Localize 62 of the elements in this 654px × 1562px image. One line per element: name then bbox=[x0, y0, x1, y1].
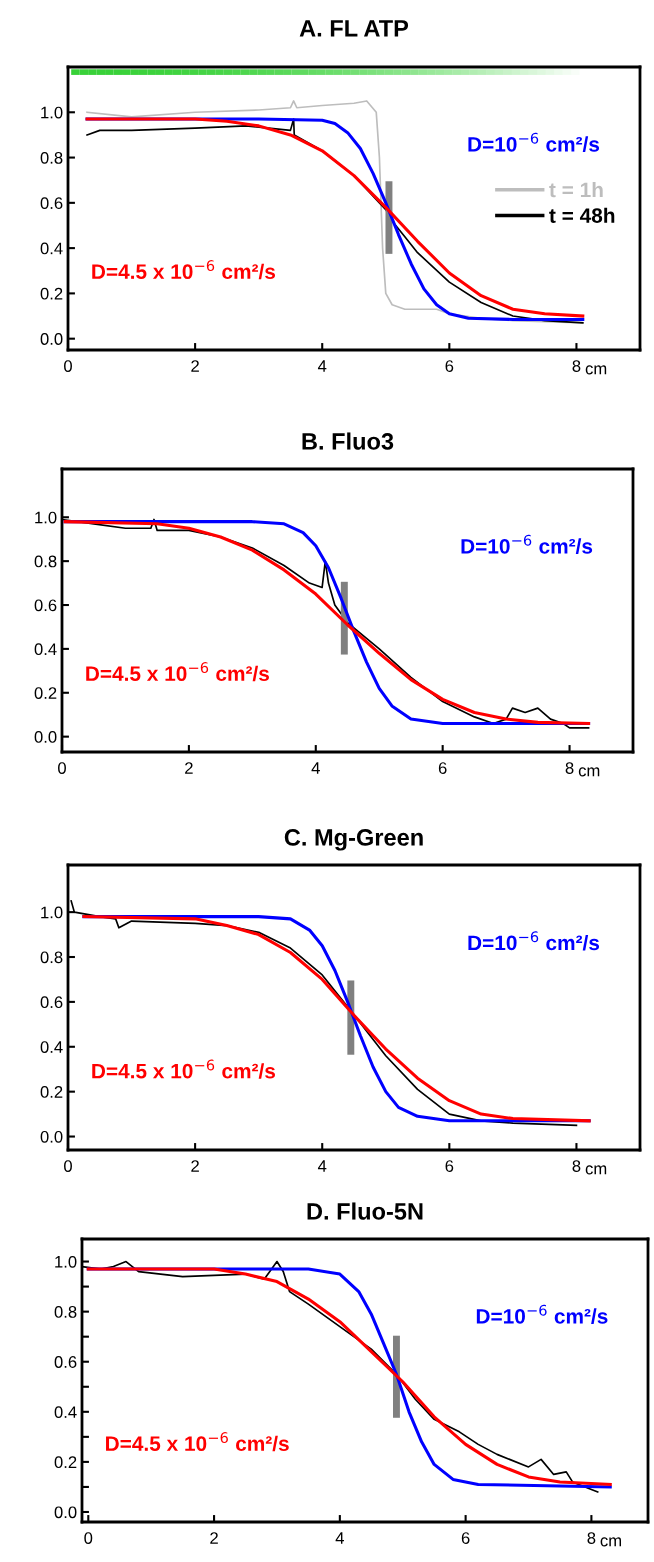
x-tick-label: 4 bbox=[335, 1532, 344, 1544]
chart-title: A. FL ATP bbox=[299, 20, 409, 37]
x-tick-label: 8 bbox=[587, 1532, 596, 1544]
x-tick-label: 6 bbox=[438, 762, 447, 774]
x-tick-label: 8 bbox=[572, 360, 581, 372]
text: D=4.5 x 10$^{−6}$ cm²/s bbox=[92, 1059, 276, 1079]
y-tick-label: 0.4 bbox=[54, 1406, 77, 1419]
x-axis-title: cm bbox=[585, 1165, 607, 1175]
y-tick-label: 1.0 bbox=[41, 106, 63, 119]
y-tick-label: 0.6 bbox=[54, 1356, 77, 1368]
y-tick-label: 0.8 bbox=[34, 555, 57, 568]
y-tick-label: 1.0 bbox=[55, 1255, 77, 1268]
x-tick-label: 0 bbox=[58, 762, 66, 774]
x-axis-title: cm bbox=[585, 365, 607, 375]
y-tick-label: 0.4 bbox=[40, 242, 63, 255]
text: D=10$^{−6}$ cm²/s bbox=[468, 931, 600, 951]
x-tick-label: 0 bbox=[84, 1532, 93, 1544]
y-tick-label: 0.6 bbox=[40, 996, 63, 1009]
y-tick-label: 0.0 bbox=[40, 333, 63, 345]
x-tick-label: 6 bbox=[445, 1160, 454, 1172]
x-tick-label: 2 bbox=[191, 360, 199, 372]
y-tick-label: 0.0 bbox=[40, 1130, 63, 1143]
x-axis-title: cm bbox=[600, 1537, 622, 1547]
x-tick-label: 8 bbox=[572, 1160, 581, 1172]
legend-label: t = 1h bbox=[549, 181, 603, 198]
y-tick-label: 0.2 bbox=[40, 1086, 63, 1098]
y-tick-label: 0.0 bbox=[54, 1506, 77, 1519]
y-tick-label: 0.8 bbox=[40, 951, 63, 964]
y-tick-label: 0.6 bbox=[40, 197, 63, 210]
x-tick-label: 6 bbox=[461, 1532, 470, 1544]
x-tick-label: 6 bbox=[445, 360, 454, 372]
text: D=10$^{−6}$ cm²/s bbox=[461, 534, 593, 554]
y-tick-label: 0.0 bbox=[34, 731, 57, 743]
chart-title: D. Fluo-5N bbox=[307, 1202, 423, 1220]
y-tick-label: 0.8 bbox=[40, 151, 63, 164]
y-tick-label: 0.8 bbox=[54, 1306, 77, 1318]
x-tick-label: 0 bbox=[64, 1160, 72, 1172]
text: D=4.5 x 10$^{−6}$ cm²/s bbox=[92, 260, 276, 280]
legend-label: t = 48h bbox=[549, 207, 615, 223]
y-tick-label: 0.4 bbox=[40, 1041, 63, 1053]
text: D=4.5 x 10$^{−6}$ cm²/s bbox=[106, 1432, 289, 1452]
x-tick-label: 4 bbox=[317, 1160, 327, 1172]
y-tick-label: 0.2 bbox=[34, 687, 57, 699]
x-tick-label: 2 bbox=[191, 1160, 199, 1172]
x-tick-label: 2 bbox=[210, 1532, 218, 1544]
x-tick-label: 4 bbox=[317, 360, 327, 372]
text: D=10$^{−6}$ cm²/s bbox=[468, 132, 600, 152]
y-tick-label: 0.2 bbox=[40, 287, 63, 300]
x-tick-label: 4 bbox=[311, 762, 320, 774]
text: D=10$^{−6}$ cm²/s bbox=[476, 1304, 608, 1324]
x-tick-label: 8 bbox=[565, 762, 574, 774]
y-tick-label: 0.2 bbox=[54, 1456, 77, 1469]
y-tick-label: 1.0 bbox=[35, 511, 57, 524]
chart-title: C. Mg-Green bbox=[284, 829, 423, 851]
y-tick-label: 0.4 bbox=[34, 643, 57, 656]
x-tick-label: 0 bbox=[64, 360, 72, 372]
x-tick-label: 2 bbox=[185, 762, 193, 774]
y-tick-label: 1.0 bbox=[41, 906, 63, 919]
text: D=4.5 x 10$^{−6}$ cm²/s bbox=[86, 662, 269, 682]
x-axis-title: cm bbox=[578, 767, 600, 777]
y-tick-label: 0.6 bbox=[34, 599, 57, 612]
chart-title: B. Fluo3 bbox=[302, 432, 394, 450]
